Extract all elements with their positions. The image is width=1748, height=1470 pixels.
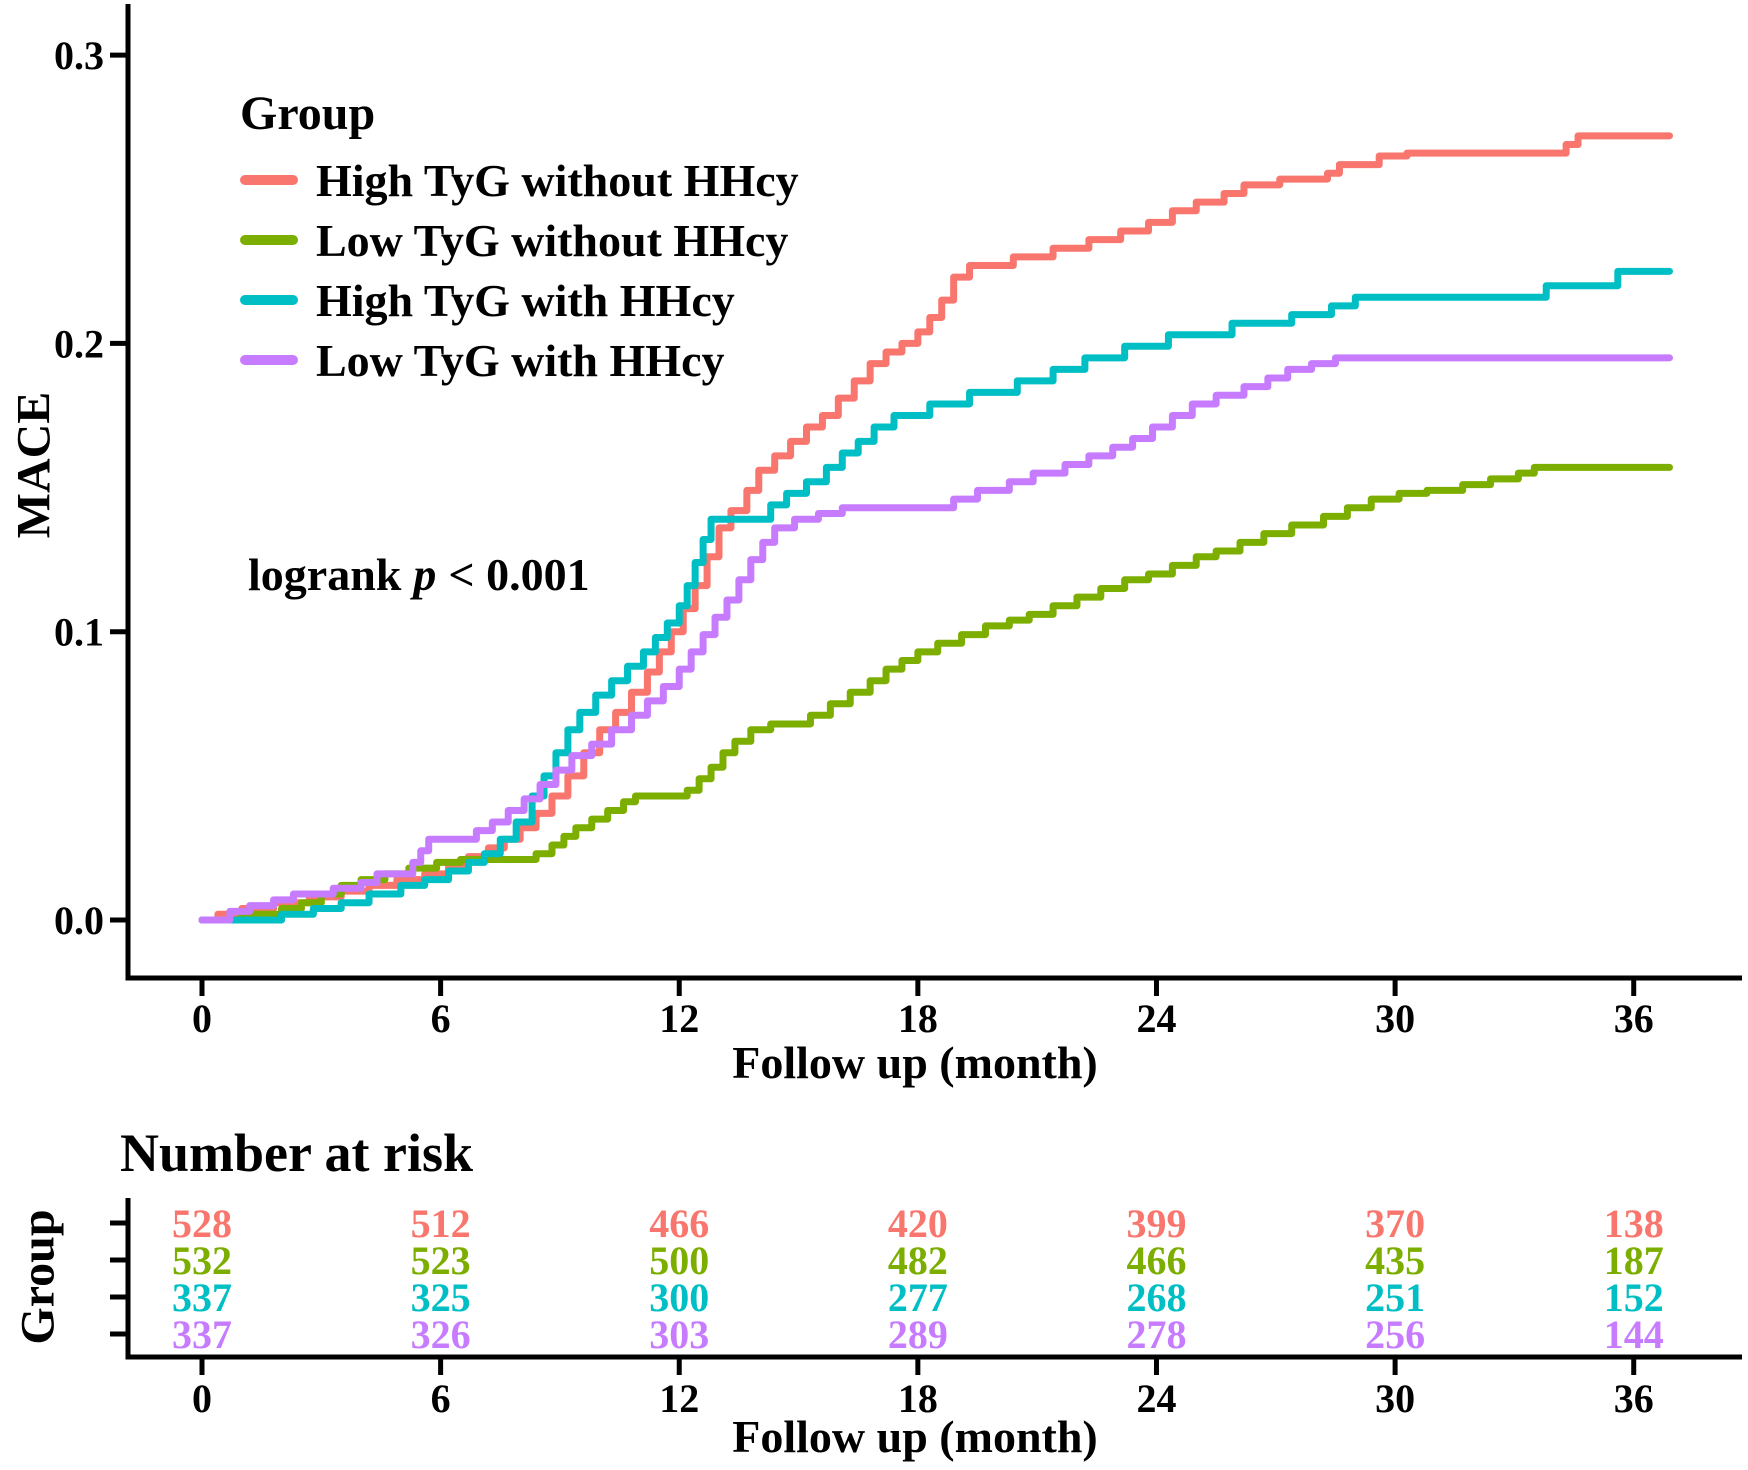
- km-curve-high-tyg-with-hhcy: [198, 267, 1674, 924]
- risk-count-high-tyg-without-hhcy: 138: [1604, 1201, 1664, 1246]
- risk-x-tick-label: 12: [659, 1376, 699, 1421]
- risk-x-tick-label: 36: [1614, 1376, 1654, 1421]
- risk-count-low-tyg-with-hhcy: 303: [649, 1312, 709, 1357]
- risk-count-low-tyg-without-hhcy: 500: [649, 1238, 709, 1283]
- risk-count-low-tyg-without-hhcy: 532: [172, 1238, 232, 1283]
- risk-count-high-tyg-with-hhcy: 337: [172, 1275, 232, 1320]
- y-tick-label: 0.3: [54, 33, 104, 78]
- logrank-annotation-suffix: < 0.001: [448, 549, 590, 600]
- legend-item: High TyG with HHcy: [240, 270, 799, 330]
- km-curve-low-tyg-without-hhcy: [198, 463, 1674, 924]
- legend-item-label: Low TyG without HHcy: [316, 214, 789, 266]
- legend-key-icon: [240, 355, 298, 365]
- logrank-annotation-prefix: logrank: [248, 549, 402, 600]
- y-axis-title: MACE: [7, 391, 61, 539]
- risk-table-y-axis-title: Group: [11, 1209, 65, 1345]
- risk-count-low-tyg-with-hhcy: 144: [1604, 1312, 1664, 1357]
- risk-count-low-tyg-with-hhcy: 278: [1126, 1312, 1186, 1357]
- risk-count-low-tyg-with-hhcy: 337: [172, 1312, 232, 1357]
- risk-count-high-tyg-with-hhcy: 251: [1365, 1275, 1425, 1320]
- risk-count-low-tyg-with-hhcy: 326: [411, 1312, 471, 1357]
- risk-count-low-tyg-without-hhcy: 482: [888, 1238, 948, 1283]
- y-tick-label: 0.2: [54, 321, 104, 366]
- risk-count-high-tyg-without-hhcy: 512: [411, 1201, 471, 1246]
- legend-item-label: High TyG with HHcy: [316, 274, 735, 326]
- x-axis-title: Follow up (month): [732, 1037, 1098, 1088]
- x-tick-label: 36: [1614, 996, 1654, 1041]
- legend-item: Low TyG without HHcy: [240, 210, 799, 270]
- risk-axes-line: [125, 1198, 1742, 1360]
- legend-key-icon: [240, 235, 298, 245]
- risk-count-high-tyg-without-hhcy: 399: [1126, 1201, 1186, 1246]
- legend-key-icon: [240, 295, 298, 305]
- risk-count-low-tyg-without-hhcy: 435: [1365, 1238, 1425, 1283]
- main-axes-line: [125, 4, 1742, 981]
- legend-item: Low TyG with HHcy: [240, 330, 799, 390]
- risk-x-tick-label: 30: [1375, 1376, 1415, 1421]
- y-tick-label: 0.0: [54, 898, 104, 943]
- logrank-annotation: logrank p < 0.001: [248, 548, 590, 601]
- y-tick-label: 0.1: [54, 610, 104, 655]
- x-tick-label: 6: [431, 996, 451, 1041]
- risk-count-high-tyg-without-hhcy: 466: [649, 1201, 709, 1246]
- km-curve-low-tyg-with-hhcy: [198, 354, 1674, 924]
- risk-count-high-tyg-with-hhcy: 277: [888, 1275, 948, 1320]
- legend-item-label: High TyG without HHcy: [316, 154, 799, 206]
- risk-count-high-tyg-without-hhcy: 528: [172, 1201, 232, 1246]
- risk-count-low-tyg-without-hhcy: 466: [1126, 1238, 1186, 1283]
- risk-count-low-tyg-without-hhcy: 523: [411, 1238, 471, 1283]
- risk-count-low-tyg-with-hhcy: 256: [1365, 1312, 1425, 1357]
- risk-count-high-tyg-with-hhcy: 152: [1604, 1275, 1664, 1320]
- legend-item-label: Low TyG with HHcy: [316, 334, 725, 386]
- risk-count-high-tyg-without-hhcy: 370: [1365, 1201, 1425, 1246]
- x-tick-label: 12: [659, 996, 699, 1041]
- risk-x-tick-label: 0: [192, 1376, 212, 1421]
- risk-x-tick-label: 6: [431, 1376, 451, 1421]
- legend-item: High TyG without HHcy: [240, 150, 799, 210]
- risk-count-low-tyg-with-hhcy: 289: [888, 1312, 948, 1357]
- x-tick-label: 18: [898, 996, 938, 1041]
- logrank-annotation-p: p: [413, 549, 437, 600]
- risk-x-tick-label: 18: [898, 1376, 938, 1421]
- risk-x-tick-label: 24: [1136, 1376, 1176, 1421]
- risk-table-x-axis-title: Follow up (month): [732, 1411, 1098, 1462]
- x-tick-label: 30: [1375, 996, 1415, 1041]
- risk-count-high-tyg-with-hhcy: 325: [411, 1275, 471, 1320]
- risk-table-title: Number at risk: [120, 1123, 474, 1183]
- risk-count-high-tyg-without-hhcy: 420: [888, 1201, 948, 1246]
- x-tick-label: 24: [1136, 996, 1176, 1041]
- risk-count-high-tyg-with-hhcy: 300: [649, 1275, 709, 1320]
- legend: Group High TyG without HHcy Low TyG with…: [240, 86, 799, 390]
- risk-count-high-tyg-with-hhcy: 268: [1126, 1275, 1186, 1320]
- x-tick-label: 0: [192, 996, 212, 1041]
- legend-title: Group: [240, 87, 376, 140]
- risk-count-low-tyg-without-hhcy: 187: [1604, 1238, 1664, 1283]
- legend-key-icon: [240, 175, 298, 185]
